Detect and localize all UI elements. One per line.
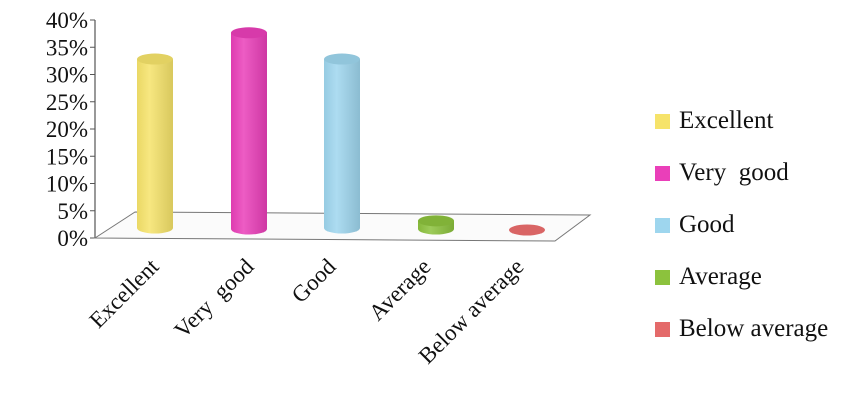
bar-good bbox=[324, 53, 360, 234]
bar-average bbox=[418, 215, 455, 235]
y-tick-labels: 0%5%10% 15%20%25%30% 35%40% bbox=[46, 8, 88, 251]
bar-top bbox=[231, 27, 267, 39]
y-tick-label: 30% bbox=[46, 63, 88, 88]
bar-very-good bbox=[231, 27, 267, 235]
x-tick-label: Excellent bbox=[84, 253, 164, 333]
bars bbox=[137, 27, 545, 236]
y-tick-label: 40% bbox=[46, 8, 88, 33]
bar-body bbox=[324, 59, 360, 234]
legend-label-average: Average bbox=[679, 263, 762, 290]
y-tick-label: 15% bbox=[46, 144, 88, 169]
legend-label-good: Good bbox=[679, 211, 735, 238]
legend-label-excellent: Excellent bbox=[679, 107, 774, 134]
bar-excellent bbox=[137, 53, 173, 234]
legend-item-very-good: Very good bbox=[655, 147, 860, 199]
legend-label-below-average: Below average bbox=[679, 315, 829, 342]
legend-item-good: Good bbox=[655, 199, 860, 251]
legend-swatch-below-average bbox=[655, 321, 670, 337]
bar-top bbox=[137, 53, 173, 65]
legend-swatch-excellent bbox=[655, 113, 670, 129]
bar-top bbox=[509, 224, 545, 236]
bar-top bbox=[418, 215, 454, 227]
y-tick-label: 0% bbox=[57, 226, 88, 251]
legend: Excellent Very good Good Average Below a… bbox=[655, 95, 860, 355]
bar-below-average bbox=[509, 224, 545, 236]
y-tick-label: 25% bbox=[46, 90, 88, 115]
x-tick-label: Very good bbox=[169, 254, 258, 343]
y-tick-label: 20% bbox=[46, 117, 88, 142]
legend-item-average: Average bbox=[655, 251, 860, 303]
y-axis bbox=[90, 19, 96, 239]
legend-item-below-average: Below average bbox=[655, 303, 860, 355]
legend-item-excellent: Excellent bbox=[655, 95, 860, 147]
bar-top bbox=[324, 53, 360, 65]
bar-body bbox=[231, 32, 267, 235]
legend-swatch-average bbox=[655, 269, 670, 285]
bar-body bbox=[137, 59, 173, 234]
legend-label-very-good: Very good bbox=[679, 159, 789, 186]
legend-swatch-very-good bbox=[655, 165, 670, 181]
legend-swatch-good bbox=[655, 217, 670, 233]
y-tick-label: 35% bbox=[46, 35, 88, 60]
y-tick-label: 5% bbox=[57, 199, 88, 224]
x-tick-label: Good bbox=[287, 254, 341, 308]
y-tick-label: 10% bbox=[46, 172, 88, 197]
x-tick-label: Average bbox=[364, 254, 436, 326]
